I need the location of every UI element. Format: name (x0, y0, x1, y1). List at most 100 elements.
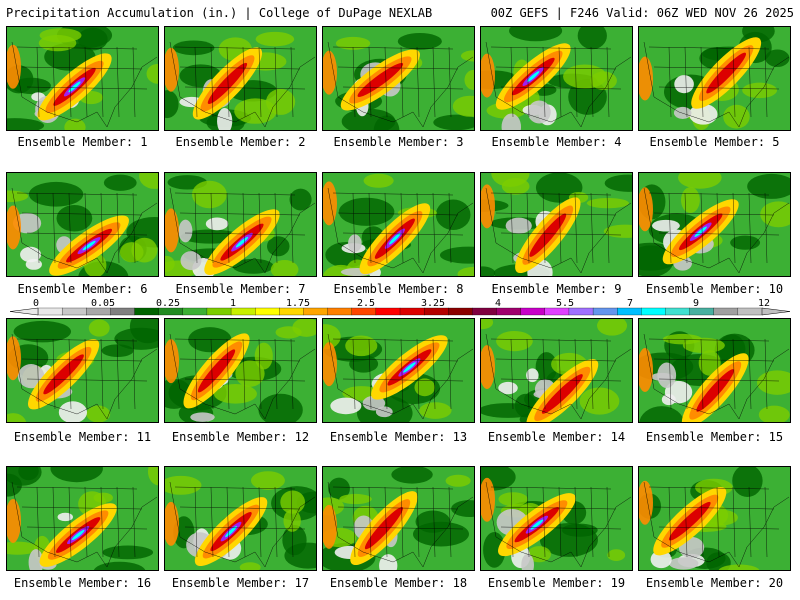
precipitation-map-image (639, 467, 790, 570)
colorbar-swatch (255, 307, 280, 316)
ensemble-member-label: Ensemble Member: 7 (175, 282, 306, 296)
precipitation-map-image (639, 173, 790, 276)
ensemble-member-label: Ensemble Member: 3 (333, 135, 464, 149)
ensemble-member-map (6, 172, 159, 277)
precipitation-colorbar (9, 307, 791, 316)
ensemble-member-label: Ensemble Member: 17 (171, 576, 310, 590)
precipitation-map-image (7, 173, 158, 276)
colorbar-swatch (134, 307, 160, 316)
ensemble-member-label: Ensemble Member: 4 (491, 135, 622, 149)
colorbar-swatch (327, 307, 353, 316)
colorbar-swatch (182, 307, 208, 316)
precipitation-map-image (639, 27, 790, 130)
colorbar-tick-label: 0.25 (155, 298, 181, 309)
ensemble-member-map (164, 466, 317, 571)
ensemble-member-map (322, 172, 475, 277)
colorbar-swatch (665, 307, 691, 316)
precipitation-map-image (7, 27, 158, 130)
ensemble-member-map (638, 318, 791, 423)
colorbar-swatch (375, 307, 401, 316)
precipitation-map-image (165, 319, 316, 422)
colorbar-swatch (279, 307, 304, 316)
colorbar-tick-label: 7 (626, 298, 634, 309)
colorbar-right-arrow (761, 307, 791, 316)
colorbar-tick-label: 0 (32, 298, 40, 309)
colorbar-swatch (230, 307, 256, 316)
precipitation-map-image (481, 173, 632, 276)
ensemble-member-label: Ensemble Member: 6 (17, 282, 148, 296)
ensemble-member-label: Ensemble Member: 10 (645, 282, 784, 296)
colorbar-swatch (713, 307, 739, 316)
forecast-valid-time: 00Z GEFS | F246 Valid: 06Z WED NOV 26 20… (490, 6, 794, 20)
ensemble-member-map (6, 318, 159, 423)
colorbar-swatch (689, 307, 715, 316)
ensemble-member-map (480, 172, 633, 277)
ensemble-member-map (164, 26, 317, 131)
colorbar-swatch (496, 307, 522, 316)
precipitation-map-image (481, 319, 632, 422)
colorbar-swatch (61, 307, 87, 316)
ensemble-member-map (638, 26, 791, 131)
colorbar-swatch (592, 307, 618, 316)
colorbar-swatch (158, 307, 184, 316)
precipitation-map-image (323, 467, 474, 570)
precipitation-map-image (639, 319, 790, 422)
ensemble-member-label: Ensemble Member: 20 (645, 576, 784, 590)
ensemble-member-label: Ensemble Member: 13 (329, 430, 468, 444)
colorbar-swatch (544, 307, 570, 316)
ensemble-member-label: Ensemble Member: 5 (649, 135, 780, 149)
colorbar-swatch (86, 307, 111, 316)
colorbar-tick-label: 1 (229, 298, 237, 309)
colorbar-swatch (448, 307, 473, 316)
colorbar-left-arrow (9, 307, 39, 316)
colorbar-tick-label: 5.5 (555, 298, 575, 309)
colorbar-tick-label: 1.75 (285, 298, 311, 309)
ensemble-member-map (6, 26, 159, 131)
colorbar-tick-label: 9 (692, 298, 700, 309)
colorbar-swatch (37, 307, 63, 316)
precipitation-map-image (323, 27, 474, 130)
ensemble-member-map (480, 466, 633, 571)
ensemble-member-label: Ensemble Member: 11 (13, 430, 152, 444)
ensemble-member-label: Ensemble Member: 14 (487, 430, 626, 444)
precipitation-map-image (165, 467, 316, 570)
colorbar-swatch (206, 307, 232, 316)
ensemble-member-label: Ensemble Member: 1 (17, 135, 148, 149)
ensemble-member-label: Ensemble Member: 9 (491, 282, 622, 296)
colorbar-tick-label: 0.05 (90, 298, 116, 309)
ensemble-member-label: Ensemble Member: 12 (171, 430, 310, 444)
colorbar-swatch (520, 307, 546, 316)
ensemble-member-map (6, 466, 159, 571)
precipitation-map-image (7, 467, 158, 570)
colorbar-swatch (423, 307, 449, 316)
colorbar-tick-label: 12 (757, 298, 771, 309)
colorbar-swatch (737, 307, 763, 316)
ensemble-member-map (322, 318, 475, 423)
colorbar-swatch (568, 307, 594, 316)
precipitation-map-image (165, 173, 316, 276)
ensemble-member-map (638, 172, 791, 277)
colorbar-swatch (399, 307, 425, 316)
ensemble-member-label: Ensemble Member: 16 (13, 576, 152, 590)
map-title: Precipitation Accumulation (in.) | Colle… (6, 6, 433, 20)
colorbar-swatch (303, 307, 329, 316)
colorbar-swatch (351, 307, 377, 316)
ensemble-member-map (638, 466, 791, 571)
ensemble-member-label: Ensemble Member: 19 (487, 576, 626, 590)
ensemble-member-map (322, 466, 475, 571)
colorbar-swatch (472, 307, 497, 316)
precipitation-map-image (481, 27, 632, 130)
ensemble-member-label: Ensemble Member: 15 (645, 430, 784, 444)
precipitation-map-image (481, 467, 632, 570)
colorbar-tick-label: 4 (494, 298, 502, 309)
precipitation-map-image (323, 319, 474, 422)
colorbar-swatch (617, 307, 642, 316)
ensemble-member-label: Ensemble Member: 18 (329, 576, 468, 590)
colorbar-swatch (110, 307, 135, 316)
precipitation-map-image (165, 27, 316, 130)
colorbar-swatch (641, 307, 666, 316)
ensemble-member-label: Ensemble Member: 8 (333, 282, 464, 296)
ensemble-member-map (480, 26, 633, 131)
ensemble-member-map (480, 318, 633, 423)
ensemble-member-map (322, 26, 475, 131)
